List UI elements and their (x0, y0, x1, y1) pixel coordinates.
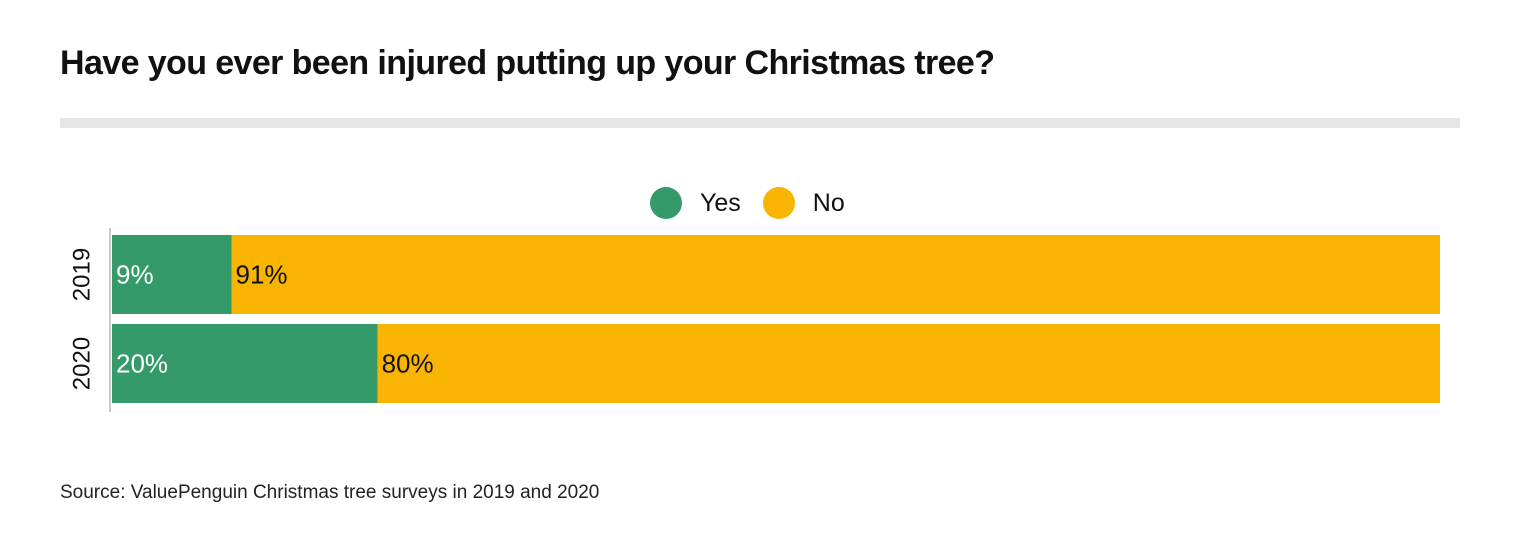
legend-swatch-no (762, 187, 795, 219)
chart-title: Have you ever been injured putting up yo… (60, 44, 995, 82)
legend-swatch-yes (650, 187, 682, 219)
category-label-2019: 2019 (69, 248, 96, 301)
data-label-no-2020: 80% (382, 349, 434, 379)
data-label-yes-2020: 20% (116, 349, 168, 379)
chart-legend: Yes No (650, 186, 867, 220)
data-label-yes-2019: 9% (116, 260, 154, 290)
title-divider (60, 118, 1460, 128)
bar-no-2019 (231, 235, 1440, 314)
legend-item-yes: Yes (650, 187, 741, 219)
category-label-2020: 2020 (69, 337, 96, 390)
legend-label-no: No (812, 188, 845, 217)
legend-item-no: No (762, 187, 845, 219)
bar-yes-2019 (112, 235, 232, 314)
source-note: Source: ValuePenguin Christmas tree surv… (60, 482, 600, 503)
legend-label-yes: Yes (700, 188, 741, 217)
data-label-no-2019: 91% (236, 260, 288, 290)
bar-no-2020 (377, 324, 1441, 403)
bar-yes-2020 (112, 324, 378, 403)
